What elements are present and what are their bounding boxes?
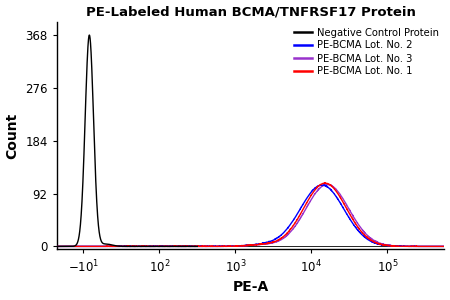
PE-BCMA Lot. No. 1: [217, 244, 222, 248]
Negative Control Protein: [87, 33, 92, 37]
PE-BCMA Lot. No. 3: [220, 244, 225, 248]
Negative Control Protein: [114, 244, 119, 248]
PE-BCMA Lot. No. 1: [410, 244, 416, 248]
PE-BCMA Lot. No. 3: [336, 190, 341, 194]
PE-BCMA Lot. No. 1: [238, 244, 243, 247]
Line: PE-BCMA Lot. No. 2: PE-BCMA Lot. No. 2: [57, 185, 445, 246]
PE-BCMA Lot. No. 3: [410, 244, 416, 248]
Title: PE-Labeled Human BCMA/TNFRSF17 Protein: PE-Labeled Human BCMA/TNFRSF17 Protein: [86, 6, 415, 19]
Negative Control Protein: [78, 215, 84, 219]
Line: Negative Control Protein: Negative Control Protein: [57, 35, 197, 246]
PE-BCMA Lot. No. 2: [336, 198, 341, 202]
PE-BCMA Lot. No. 1: [430, 244, 435, 248]
PE-BCMA Lot. No. 1: [54, 244, 59, 248]
PE-BCMA Lot. No. 3: [54, 244, 59, 248]
PE-BCMA Lot. No. 3: [238, 244, 243, 247]
PE-BCMA Lot. No. 2: [238, 244, 243, 247]
PE-BCMA Lot. No. 2: [217, 244, 222, 248]
PE-BCMA Lot. No. 1: [442, 244, 447, 248]
Y-axis label: Count: Count: [5, 113, 19, 159]
Negative Control Protein: [192, 244, 197, 248]
Negative Control Protein: [194, 244, 200, 248]
Line: PE-BCMA Lot. No. 1: PE-BCMA Lot. No. 1: [57, 183, 445, 246]
Legend: Negative Control Protein, PE-BCMA Lot. No. 2, PE-BCMA Lot. No. 3, PE-BCMA Lot. N: Negative Control Protein, PE-BCMA Lot. N…: [294, 28, 440, 76]
Negative Control Protein: [177, 244, 182, 248]
Negative Control Protein: [70, 244, 76, 248]
PE-BCMA Lot. No. 2: [430, 244, 435, 248]
PE-BCMA Lot. No. 3: [217, 244, 222, 248]
X-axis label: PE-A: PE-A: [232, 280, 269, 294]
PE-BCMA Lot. No. 1: [336, 193, 341, 196]
Negative Control Protein: [108, 243, 113, 247]
PE-BCMA Lot. No. 1: [220, 244, 225, 248]
PE-BCMA Lot. No. 2: [54, 244, 59, 248]
Negative Control Protein: [54, 244, 59, 248]
PE-BCMA Lot. No. 2: [410, 244, 416, 248]
PE-BCMA Lot. No. 2: [318, 183, 324, 187]
PE-BCMA Lot. No. 3: [325, 182, 331, 186]
PE-BCMA Lot. No. 3: [442, 244, 447, 248]
Line: PE-BCMA Lot. No. 3: PE-BCMA Lot. No. 3: [57, 184, 445, 246]
PE-BCMA Lot. No. 2: [220, 244, 225, 248]
PE-BCMA Lot. No. 2: [442, 244, 447, 248]
PE-BCMA Lot. No. 3: [430, 244, 435, 248]
PE-BCMA Lot. No. 1: [322, 181, 327, 185]
